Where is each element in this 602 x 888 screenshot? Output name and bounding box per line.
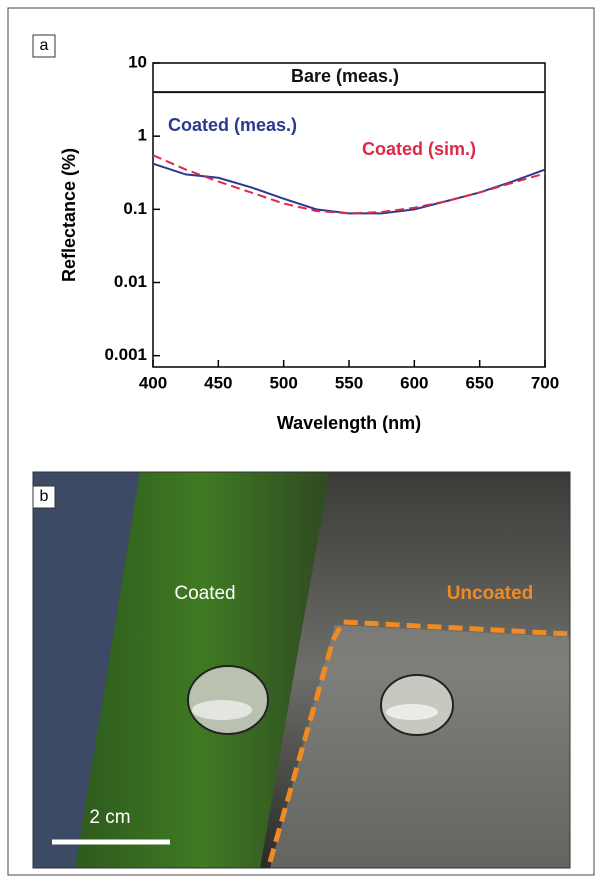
panel-label: a: [40, 37, 49, 54]
series-line: [152, 154, 546, 215]
x-tick-label: 550: [335, 373, 363, 392]
panel-label-box: [32, 485, 56, 509]
x-tick-label: 500: [269, 373, 297, 392]
uncoated-label: Uncoated: [447, 583, 534, 604]
y-tick-label: 0.001: [104, 345, 147, 364]
x-tick-label: 400: [139, 373, 167, 392]
scale-bar-label: 2 cm: [89, 807, 130, 828]
y-axis-label: Reflectance (%): [59, 148, 79, 282]
x-tick-label: 600: [400, 373, 428, 392]
x-tick-label: 650: [465, 373, 493, 392]
figure-frame: [7, 7, 595, 876]
y-tick-label: 0.1: [123, 199, 147, 218]
photo: [33, 472, 570, 868]
series-label: Coated (sim.): [362, 139, 476, 159]
series-label: Coated (meas.): [168, 115, 297, 135]
y-tick-label: 0.01: [114, 272, 147, 291]
photo-frame: [32, 471, 571, 869]
series-label: Bare (meas.): [291, 66, 399, 86]
coated-label: Coated: [174, 583, 235, 604]
x-axis-label: Wavelength (nm): [277, 413, 421, 433]
series-line: [152, 162, 546, 215]
x-tick-label: 700: [531, 373, 559, 392]
panel-label: b: [40, 488, 49, 505]
y-tick-label: 10: [128, 52, 147, 71]
panel-label-box: [32, 34, 56, 58]
plot-frame: [152, 62, 546, 368]
y-tick-label: 1: [138, 126, 147, 145]
x-tick-label: 450: [204, 373, 232, 392]
